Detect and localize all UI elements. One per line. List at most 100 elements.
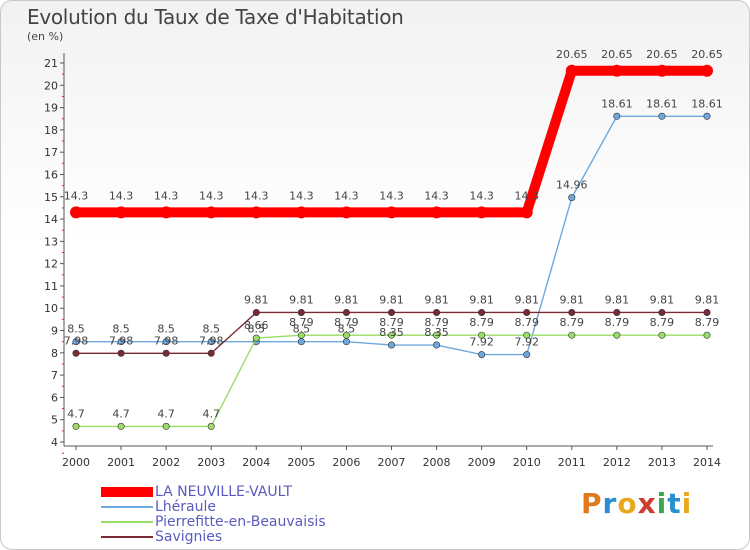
data-label: 14.3 — [379, 189, 404, 202]
data-label: 8.79 — [469, 316, 494, 329]
data-label: 14.3 — [244, 189, 269, 202]
data-label: 8.79 — [560, 316, 585, 329]
data-point — [658, 112, 666, 120]
data-label: 20.65 — [646, 48, 678, 61]
data-label: 9.81 — [289, 293, 314, 306]
legend-swatch — [101, 506, 153, 508]
data-label: 8.79 — [514, 316, 539, 329]
data-point — [430, 206, 443, 219]
x-tick-label: 2006 — [332, 456, 360, 469]
data-point — [207, 349, 215, 357]
data-label: 8.79 — [379, 316, 404, 329]
data-label: 9.81 — [424, 293, 449, 306]
data-label: 18.61 — [646, 97, 678, 110]
data-point — [252, 308, 260, 316]
data-label: 8.79 — [334, 316, 359, 329]
data-label: 14.3 — [199, 189, 224, 202]
y-tick-label: 7 — [51, 369, 58, 382]
data-point — [250, 206, 263, 219]
data-label: 14.3 — [64, 189, 89, 202]
data-point — [523, 351, 531, 359]
data-point — [387, 331, 395, 339]
x-tick-label: 2004 — [242, 456, 270, 469]
data-point — [613, 112, 621, 120]
data-label: 8.79 — [424, 316, 449, 329]
data-label: 18.61 — [691, 97, 723, 110]
data-label: 7.98 — [199, 334, 224, 347]
data-label: 14.3 — [154, 189, 179, 202]
data-point — [520, 206, 533, 219]
data-point — [478, 351, 486, 359]
x-tick-label: 2005 — [287, 456, 315, 469]
data-label: 14.3 — [289, 189, 314, 202]
data-label: 8.79 — [695, 316, 720, 329]
x-tick-label: 2012 — [603, 456, 631, 469]
data-point — [340, 206, 353, 219]
y-tick-label: 15 — [44, 191, 58, 204]
data-point — [475, 206, 488, 219]
data-point — [72, 338, 80, 346]
data-label: 8.5 — [293, 323, 311, 336]
data-label: 8.79 — [605, 316, 630, 329]
data-label: 4.7 — [112, 407, 130, 420]
data-point — [72, 349, 80, 357]
x-tick-label: 2001 — [107, 456, 135, 469]
data-point — [610, 64, 623, 77]
legend-label: Pierrefitte-en-Beauvaisis — [155, 514, 326, 530]
x-tick-label: 2010 — [513, 456, 541, 469]
data-point — [387, 308, 395, 316]
data-label: 7.98 — [154, 334, 179, 347]
data-point — [342, 338, 350, 346]
data-point — [207, 338, 215, 346]
legend-label: LA NEUVILLE-VAULT — [155, 484, 293, 500]
x-tick-label: 2009 — [468, 456, 496, 469]
data-label: 8.35 — [379, 326, 404, 339]
data-point — [478, 308, 486, 316]
data-point — [523, 308, 531, 316]
data-label: 9.81 — [560, 293, 585, 306]
y-tick-label: 21 — [44, 57, 58, 70]
data-point — [162, 349, 170, 357]
data-label: 8.5 — [157, 323, 175, 336]
proxiti-logo: Proxiti — [581, 487, 693, 520]
data-label: 18.61 — [601, 97, 633, 110]
y-tick-label: 19 — [44, 102, 58, 115]
data-point — [205, 206, 218, 219]
data-point — [72, 422, 80, 430]
data-point — [568, 331, 576, 339]
data-label: 9.81 — [244, 293, 269, 306]
data-point — [655, 64, 668, 77]
data-label: 8.5 — [338, 323, 356, 336]
data-point — [703, 308, 711, 316]
data-point — [613, 331, 621, 339]
legend-swatch — [101, 487, 153, 497]
data-label: 4.7 — [202, 407, 220, 420]
y-tick-label: 18 — [44, 124, 58, 137]
data-label: 8.5 — [67, 323, 85, 336]
data-point — [385, 206, 398, 219]
data-point — [117, 349, 125, 357]
data-label: 4.7 — [157, 407, 175, 420]
data-label: 8.79 — [650, 316, 675, 329]
data-point — [115, 206, 128, 219]
y-tick-label: 4 — [51, 436, 58, 449]
legend-swatch — [101, 536, 153, 538]
data-label: 14.3 — [469, 189, 494, 202]
data-point — [162, 338, 170, 346]
data-point — [160, 206, 173, 219]
data-point — [568, 308, 576, 316]
data-point — [523, 331, 531, 339]
data-label: 8.5 — [112, 323, 130, 336]
y-unit-label: (en %) — [27, 30, 64, 43]
data-label: 14.96 — [556, 179, 588, 192]
data-point — [162, 422, 170, 430]
data-label: 8.5 — [202, 323, 220, 336]
data-point — [117, 338, 125, 346]
data-label: 14.3 — [514, 189, 539, 202]
y-tick-label: 12 — [44, 258, 58, 271]
x-tick-label: 2008 — [423, 456, 451, 469]
data-label: 8.66 — [244, 319, 269, 332]
data-label: 20.65 — [556, 48, 588, 61]
data-point — [478, 331, 486, 339]
x-tick-label: 2013 — [648, 456, 676, 469]
